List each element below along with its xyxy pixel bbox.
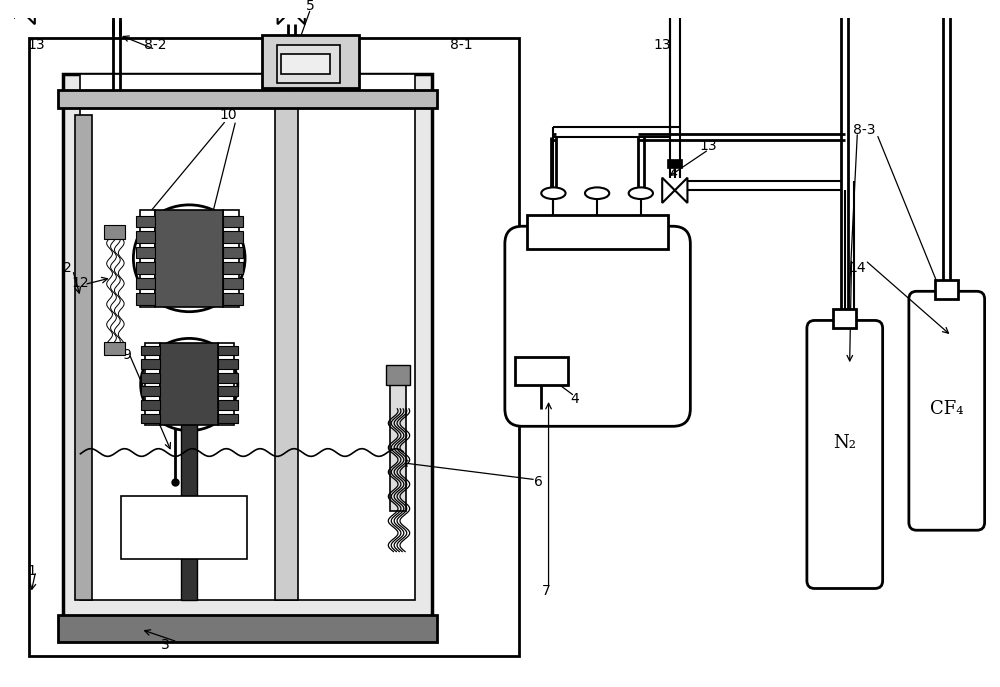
Polygon shape — [278, 0, 291, 24]
Text: 8-3: 8-3 — [853, 123, 875, 137]
Bar — [935, 280, 958, 299]
Polygon shape — [662, 178, 675, 203]
Text: 2: 2 — [63, 261, 72, 275]
Bar — [141, 373, 160, 383]
Bar — [58, 90, 437, 108]
Text: 13: 13 — [699, 139, 717, 153]
FancyBboxPatch shape — [909, 291, 985, 530]
Bar — [262, 35, 359, 89]
Bar — [223, 278, 243, 289]
Bar — [104, 225, 125, 239]
Bar — [104, 342, 125, 355]
Bar — [181, 350, 197, 600]
Bar — [136, 216, 155, 227]
Bar — [58, 615, 437, 642]
Bar — [218, 343, 234, 425]
Bar — [223, 231, 243, 243]
Text: 13: 13 — [268, 38, 285, 52]
Text: 6: 6 — [534, 475, 543, 488]
Bar — [80, 74, 415, 600]
Bar — [218, 387, 238, 396]
Bar — [140, 210, 155, 307]
Bar — [275, 74, 298, 600]
Bar — [218, 346, 238, 355]
Polygon shape — [675, 178, 687, 203]
Polygon shape — [21, 0, 35, 24]
Ellipse shape — [585, 188, 609, 199]
Bar — [63, 74, 432, 618]
Text: 10: 10 — [219, 108, 237, 122]
Bar — [218, 373, 238, 383]
Bar — [136, 247, 155, 258]
Bar — [136, 262, 155, 274]
Text: 8-1: 8-1 — [450, 38, 472, 52]
Text: 14: 14 — [849, 261, 866, 275]
Bar — [141, 400, 160, 409]
Text: 4: 4 — [570, 392, 579, 406]
Bar — [515, 357, 568, 385]
FancyBboxPatch shape — [807, 320, 883, 589]
Bar — [121, 496, 247, 559]
Bar — [218, 359, 238, 369]
Bar — [136, 293, 155, 305]
FancyBboxPatch shape — [505, 226, 690, 427]
Text: 3: 3 — [161, 638, 169, 652]
Bar — [136, 278, 155, 289]
Bar — [223, 293, 243, 305]
Bar — [223, 216, 243, 227]
Text: 9: 9 — [122, 348, 131, 363]
Bar — [223, 262, 243, 274]
Bar — [141, 414, 160, 423]
Text: 8-2: 8-2 — [144, 38, 166, 52]
Bar — [218, 414, 238, 423]
Bar — [160, 343, 218, 425]
Text: 1: 1 — [27, 564, 36, 578]
Bar — [386, 365, 410, 385]
Bar — [281, 54, 330, 74]
Bar — [75, 115, 92, 600]
Bar — [667, 159, 682, 168]
Ellipse shape — [629, 188, 653, 199]
Bar — [141, 359, 160, 369]
Text: 13: 13 — [27, 38, 45, 52]
Bar — [833, 308, 856, 328]
Text: N₂: N₂ — [833, 433, 856, 452]
Text: 7: 7 — [542, 585, 551, 598]
Bar — [29, 38, 519, 657]
Polygon shape — [8, 0, 21, 24]
Bar — [277, 45, 340, 83]
Text: 13: 13 — [653, 38, 671, 52]
Bar — [145, 343, 160, 425]
Text: 12: 12 — [72, 275, 89, 289]
Polygon shape — [291, 0, 305, 24]
Bar — [223, 247, 243, 258]
Bar — [141, 346, 160, 355]
Text: 11: 11 — [146, 512, 164, 526]
Ellipse shape — [541, 188, 566, 199]
Bar — [141, 387, 160, 396]
Bar — [223, 210, 239, 307]
Bar — [527, 214, 668, 249]
Bar — [218, 400, 238, 409]
Bar — [390, 385, 406, 511]
Bar — [155, 210, 223, 307]
Bar — [136, 231, 155, 243]
Text: CF₄: CF₄ — [930, 400, 964, 418]
Text: 5: 5 — [306, 0, 315, 13]
